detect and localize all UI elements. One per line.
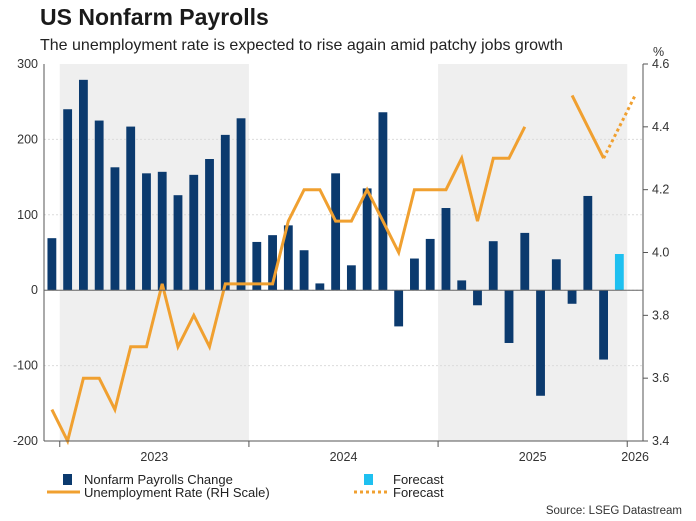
payroll-bar-2024-02: [268, 235, 277, 291]
payroll-bar-2024-12: [425, 238, 435, 291]
payroll-bar-2025-04: [488, 241, 498, 291]
source-note: Source: LSEG Datastream: [545, 505, 682, 517]
right-tick-label: 4.0: [652, 246, 669, 260]
payroll-bars: [47, 79, 624, 396]
payroll-bar-2025-05: [504, 290, 514, 343]
shade-2023: [59, 64, 249, 441]
payroll-bar-2023-11: [220, 134, 230, 291]
left-tick-label: 300: [17, 57, 38, 71]
forecast-bar-2025-12: [614, 254, 624, 291]
left-tick-label: -200: [13, 434, 38, 448]
right-tick-label: 4.2: [652, 183, 669, 197]
payroll-bar-2024-05: [315, 283, 325, 291]
chart-subtitle: The unemployment rate is expected to ris…: [40, 37, 563, 54]
payroll-bar-2023-03: [94, 120, 104, 291]
legend-swatch-forecast-bar: [364, 474, 373, 485]
shade-2025: [438, 64, 628, 441]
payroll-bar-2025-07: [536, 290, 545, 396]
left-tick-label: 100: [17, 208, 38, 222]
year-label-2026: 2026: [621, 450, 649, 464]
payroll-bar-2023-12: [236, 118, 246, 291]
right-tick-label: 4.6: [652, 57, 669, 71]
payroll-bar-2024-09: [378, 112, 388, 291]
payroll-bar-2023-01: [63, 109, 73, 291]
legend-label-payrolls: Nonfarm Payrolls Change: [84, 472, 233, 487]
unemployment-line-seg-1: [570, 94, 605, 159]
payroll-bar-2023-10: [205, 159, 214, 291]
payroll-bar-2025-10: [583, 195, 593, 291]
payroll-bar-2025-11: [599, 290, 609, 360]
payroll-bar-2025-06: [520, 232, 530, 291]
payroll-bar-2025-03: [473, 290, 482, 306]
payroll-bar-2024-03: [283, 225, 293, 291]
right-tick-label: 3.8: [652, 308, 669, 322]
legend-label-forecast-line: Forecast: [393, 485, 444, 500]
left-tick-label: -100: [13, 359, 38, 373]
payroll-bar-2024-01: [252, 241, 262, 291]
axes: 3002001000-100-2004.64.44.24.03.83.63.42…: [13, 57, 669, 464]
payroll-bar-2023-08: [173, 195, 183, 291]
legend-label-unemployment: Unemployment Rate (RH Scale): [84, 485, 270, 500]
payroll-bar-2024-08: [362, 188, 372, 291]
payroll-bar-2025-01: [441, 208, 451, 291]
unemployment-lines: [50, 94, 637, 446]
left-tick-label: 0: [31, 283, 38, 297]
chart-title: US Nonfarm Payrolls: [40, 4, 269, 30]
right-tick-label: 3.4: [652, 434, 669, 448]
payroll-bar-2023-06: [142, 173, 151, 291]
year-label-2025: 2025: [519, 450, 547, 464]
payroll-bar-2023-04: [110, 167, 120, 291]
payroll-bar-2024-10: [394, 290, 404, 327]
right-tick-label: 3.6: [652, 371, 669, 385]
legend: Nonfarm Payrolls Change Forecast Unemplo…: [47, 472, 444, 500]
right-axis-unit: %: [653, 45, 664, 59]
unemployment-line-seg-0: [50, 126, 527, 446]
payroll-bar-2025-08: [551, 259, 561, 291]
legend-swatch-payrolls: [63, 474, 72, 485]
payroll-bar-2023-05: [126, 126, 136, 291]
payroll-bar-2022-12: [47, 238, 57, 291]
payroll-bar-2024-06: [331, 173, 341, 291]
payroll-bar-2023-02: [78, 79, 88, 291]
legend-label-forecast-bar: Forecast: [393, 472, 444, 487]
year-label-2024: 2024: [330, 450, 358, 464]
payroll-bar-2023-07: [157, 171, 167, 291]
payroll-bar-2025-02: [457, 280, 467, 291]
payroll-bar-2024-04: [299, 250, 309, 291]
payroll-bar-2023-09: [189, 174, 199, 291]
payroll-bar-2024-11: [410, 258, 419, 291]
right-tick-label: 4.4: [652, 120, 669, 134]
payroll-bar-2025-09: [567, 290, 577, 304]
payroll-bar-2024-07: [346, 265, 356, 291]
left-tick-label: 200: [17, 132, 38, 146]
year-label-2023: 2023: [140, 450, 168, 464]
